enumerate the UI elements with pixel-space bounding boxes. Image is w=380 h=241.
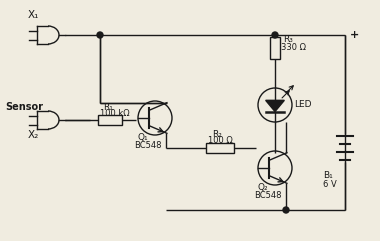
- Text: B₁: B₁: [323, 171, 333, 180]
- Text: 330 Ω: 330 Ω: [281, 43, 306, 52]
- Text: Sensor: Sensor: [5, 102, 43, 112]
- Text: 6 V: 6 V: [323, 180, 337, 189]
- Text: X₂: X₂: [28, 130, 39, 140]
- Text: R₁: R₁: [103, 103, 113, 112]
- Text: +: +: [350, 30, 359, 40]
- Text: 100 kΩ: 100 kΩ: [100, 109, 130, 118]
- Circle shape: [272, 32, 278, 38]
- Text: Q₁: Q₁: [138, 133, 149, 142]
- Circle shape: [283, 207, 289, 213]
- Text: X₁: X₁: [28, 10, 40, 20]
- Bar: [270, 37, 280, 59]
- Text: Q₂: Q₂: [258, 183, 269, 192]
- Text: 100 Ω: 100 Ω: [208, 136, 233, 145]
- Bar: [206, 143, 234, 153]
- Bar: [98, 115, 122, 125]
- Circle shape: [97, 32, 103, 38]
- Text: BC548: BC548: [254, 191, 282, 200]
- Text: R₃: R₃: [283, 35, 293, 44]
- Text: LED: LED: [294, 100, 312, 109]
- Text: R₂: R₂: [212, 130, 222, 139]
- Text: BC548: BC548: [134, 141, 162, 150]
- Polygon shape: [266, 100, 284, 112]
